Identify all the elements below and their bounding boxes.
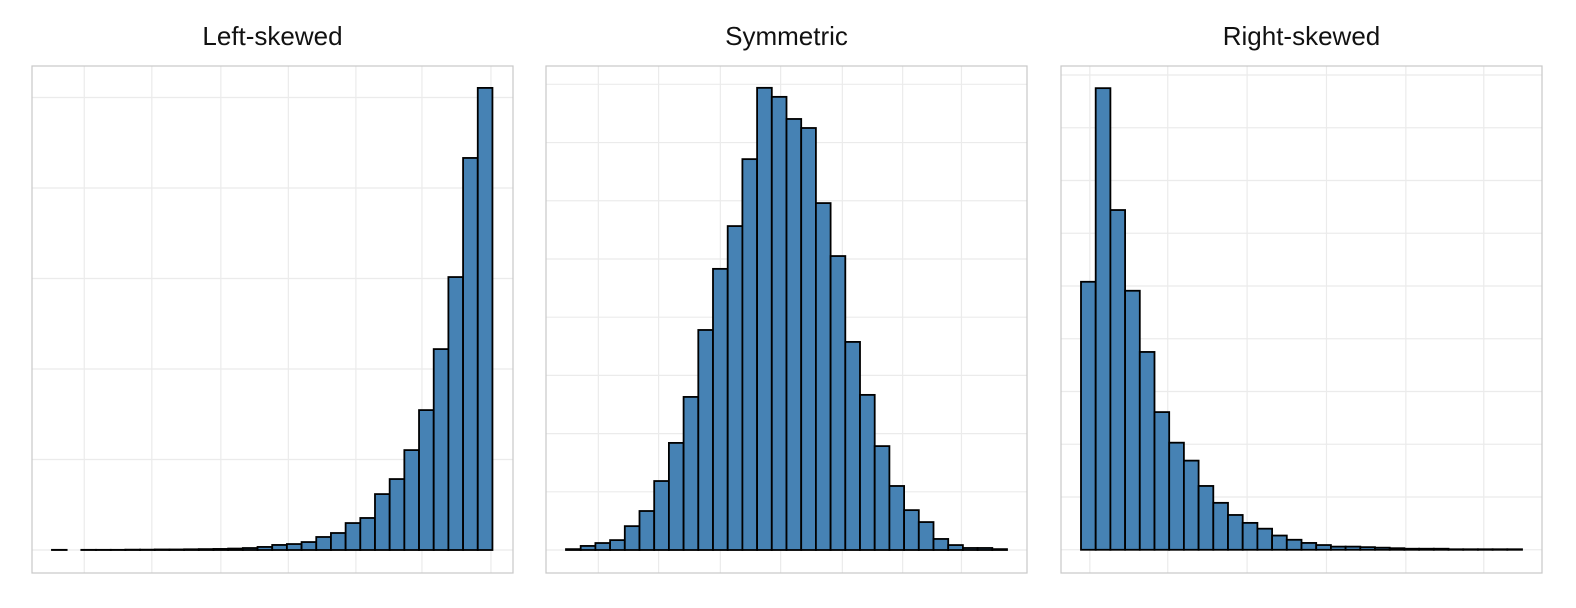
bar — [271, 544, 288, 551]
bar — [197, 548, 215, 551]
bar — [653, 480, 670, 551]
bar — [388, 478, 406, 551]
bar — [756, 86, 773, 551]
panel-title: Symmetric — [725, 21, 848, 51]
bar — [638, 510, 656, 551]
panel: Symmetric — [545, 21, 1028, 574]
bar — [1374, 546, 1391, 551]
bar — [1080, 280, 1097, 551]
bar — [1182, 459, 1200, 551]
bar — [815, 202, 832, 551]
bar — [888, 485, 906, 551]
bar — [1388, 547, 1406, 551]
bar — [1344, 545, 1362, 551]
bar — [682, 396, 700, 551]
bar — [859, 393, 876, 551]
bar — [1138, 351, 1156, 551]
bar — [1212, 501, 1229, 551]
bar — [285, 543, 303, 551]
bar — [374, 493, 391, 551]
bar — [712, 267, 729, 551]
bar — [153, 548, 171, 551]
bar — [1418, 547, 1435, 551]
bar — [1462, 548, 1479, 551]
bar — [462, 157, 479, 551]
bar — [1285, 538, 1303, 551]
bar — [1506, 548, 1523, 551]
bar — [873, 445, 891, 551]
bar — [829, 255, 847, 551]
bar — [594, 542, 611, 551]
bar — [1477, 548, 1494, 551]
bar — [418, 409, 435, 551]
bar — [1094, 87, 1112, 551]
bar — [726, 225, 744, 551]
bar — [315, 536, 332, 551]
bar — [344, 522, 362, 551]
bar — [476, 87, 494, 551]
bar — [1153, 411, 1171, 551]
bar — [917, 521, 935, 551]
bar — [1403, 547, 1421, 551]
bar — [800, 127, 817, 551]
bar — [932, 538, 950, 551]
bar — [903, 509, 920, 551]
bar — [1197, 485, 1215, 551]
bar — [609, 539, 626, 551]
bar — [1330, 545, 1347, 551]
bar — [359, 517, 376, 551]
bar — [183, 548, 200, 551]
bar — [785, 118, 803, 551]
bar — [1432, 547, 1450, 551]
bar — [1315, 544, 1332, 551]
bar — [1300, 542, 1318, 551]
bar — [579, 545, 597, 551]
bar — [1256, 527, 1273, 551]
panel-title: Right-skewed — [1223, 21, 1381, 51]
panel-border — [31, 65, 514, 574]
bar — [991, 548, 1008, 551]
panel: Left-skewed — [31, 21, 514, 574]
bar — [1241, 521, 1259, 551]
bar — [697, 329, 714, 551]
bar — [447, 276, 464, 551]
bar — [667, 442, 685, 551]
bar — [168, 548, 186, 551]
panel: Right-skewed — [1060, 21, 1543, 574]
bar — [623, 525, 641, 551]
bar — [300, 541, 318, 551]
bar — [1109, 209, 1126, 551]
bar — [241, 547, 259, 551]
bar — [741, 158, 758, 551]
bar — [844, 341, 861, 551]
bar — [947, 544, 964, 551]
bar — [770, 95, 788, 551]
bar — [330, 532, 347, 551]
bar — [565, 548, 582, 551]
bar — [1124, 289, 1141, 551]
panel-border — [545, 65, 1028, 574]
bar — [227, 547, 244, 551]
bar — [256, 546, 274, 551]
bar — [1447, 548, 1465, 551]
bar — [1168, 441, 1185, 551]
bar — [1271, 534, 1288, 551]
bar — [1227, 514, 1244, 551]
bar — [432, 348, 450, 551]
bar — [212, 548, 230, 551]
bar — [1359, 546, 1376, 551]
bar — [1491, 548, 1509, 551]
panel-title: Left-skewed — [202, 21, 342, 51]
bar — [976, 547, 994, 551]
panel-border — [1060, 65, 1543, 574]
bar — [403, 449, 420, 551]
bar — [962, 547, 979, 551]
